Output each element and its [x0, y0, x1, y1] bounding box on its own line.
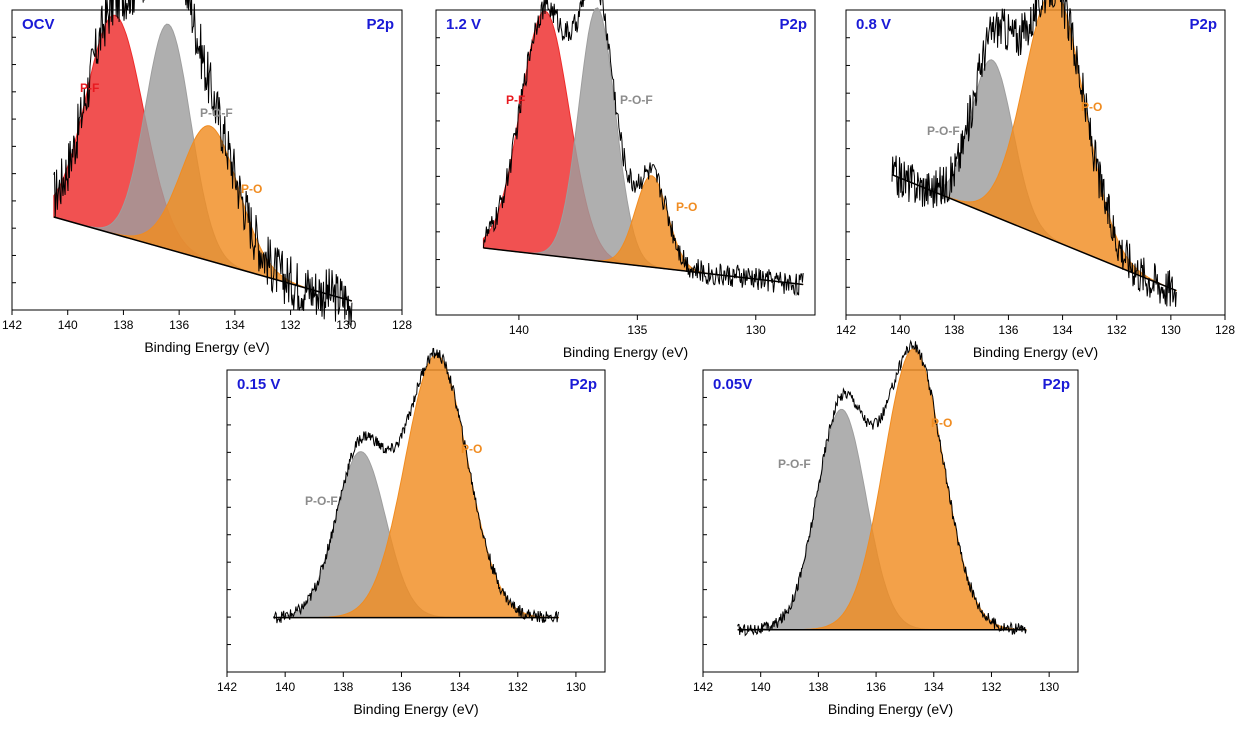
peak-label-p-f: P-F [80, 81, 99, 95]
panel-title: 0.15 V [237, 376, 280, 393]
raw-spectrum-line [482, 0, 804, 297]
raw-spectrum-line [891, 0, 1177, 307]
panel-title: 1.2 V [446, 16, 481, 33]
raw-spectrum-line [273, 347, 559, 624]
panel-0-8v: 142 140 138 136 134 132 130 128 Binding Energy (… [836, 0, 1235, 360]
x-tick-label: 142 [217, 680, 237, 694]
x-tick-label: 136 [866, 680, 886, 694]
x-tick-label: 134 [450, 680, 470, 694]
x-tick-label: 132 [981, 680, 1001, 694]
x-axis-label: Binding Energy (eV) [973, 344, 1098, 360]
raw-spectrum-line [53, 0, 353, 326]
x-tick-label: 130 [566, 680, 586, 694]
x-tick-label: 130 [1039, 680, 1059, 694]
peak-label-p-o: P-O [1081, 100, 1102, 114]
panel-ocv: 142 140 138 136 134 132 130 128 Binding Energy (… [2, 0, 412, 355]
x-axis-label: Binding Energy (eV) [828, 701, 953, 717]
x-tick-label: 140 [275, 680, 295, 694]
peak-label-p-o: P-O [676, 200, 697, 214]
panel-title: 0.8 V [856, 16, 891, 33]
panel-1-2v: 140 135 130 Binding Energy (eV) 1.2 V P2p P-F P… [435, 0, 816, 360]
x-tick-label: 138 [808, 680, 828, 694]
background-line [53, 216, 353, 302]
x-tick-label: 136 [169, 318, 189, 332]
x-tick-label: 128 [1215, 323, 1235, 337]
x-tick-label: 132 [281, 318, 301, 332]
x-tick-label: 134 [1053, 323, 1073, 337]
panel-0-15v: 142 140 138 136 134 132 130 Binding Energy (eV)… [217, 347, 606, 717]
panel-title: 0.05V [713, 376, 752, 393]
peak-label-p-o: P-O [241, 182, 262, 196]
x-tick-label: 140 [58, 318, 78, 332]
x-tick-label: 130 [746, 323, 766, 337]
peak-label-p-o-f: P-O-F [620, 93, 653, 107]
x-tick-label: 140 [509, 323, 529, 337]
x-tick-label: 140 [751, 680, 771, 694]
x-tick-label: 134 [225, 318, 245, 332]
x-tick-label: 142 [693, 680, 713, 694]
panel-0-05v: 142 140 138 136 134 132 130 Binding Energy (eV)… [693, 339, 1079, 717]
panel-annotation: P2p [1189, 16, 1217, 33]
panel-annotation: P2p [779, 16, 807, 33]
background-line [483, 247, 804, 286]
peak-label-p-o-f: P-O-F [305, 494, 338, 508]
panel-annotation: P2p [569, 376, 597, 393]
x-tick-label: 142 [2, 318, 22, 332]
x-tick-label: 134 [924, 680, 944, 694]
peak-label-p-o: P-O [931, 416, 952, 430]
x-tick-label: 128 [392, 318, 412, 332]
x-tick-label: 132 [1107, 323, 1127, 337]
panel-title: OCV [22, 16, 55, 33]
x-tick-label: 132 [508, 680, 528, 694]
peak-label-p-f: P-F [506, 93, 525, 107]
x-tick-label: 135 [627, 323, 647, 337]
peak-label-p-o-f: P-O-F [200, 106, 233, 120]
peak-label-p-o: P-O [461, 442, 482, 456]
x-axis-label: Binding Energy (eV) [353, 701, 478, 717]
peak-label-p-o-f: P-O-F [778, 457, 811, 471]
panel-annotation: P2p [366, 16, 394, 33]
x-tick-label: 138 [113, 318, 133, 332]
peak-label-p-o-f: P-O-F [927, 124, 960, 138]
x-tick-label: 136 [998, 323, 1018, 337]
x-tick-label: 138 [333, 680, 353, 694]
x-axis-label: Binding Energy (eV) [563, 344, 688, 360]
panel-annotation: P2p [1042, 376, 1070, 393]
x-tick-label: 138 [944, 323, 964, 337]
x-tick-label: 142 [836, 323, 856, 337]
x-tick-label: 140 [890, 323, 910, 337]
raw-spectrum-line [737, 339, 1027, 637]
x-axis-label: Binding Energy (eV) [144, 339, 269, 355]
x-tick-label: 130 [336, 318, 356, 332]
x-tick-label: 136 [391, 680, 411, 694]
x-tick-label: 130 [1161, 323, 1181, 337]
